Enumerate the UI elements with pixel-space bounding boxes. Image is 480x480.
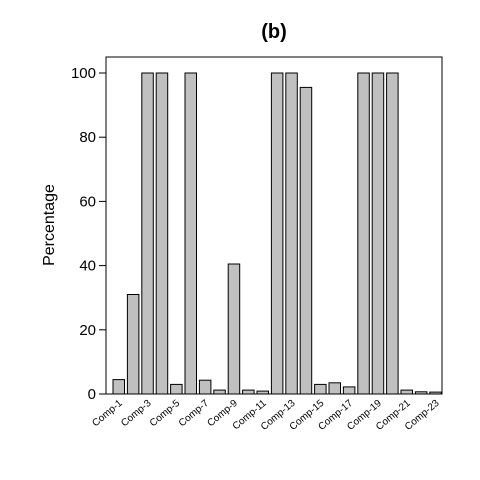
chart-title: (b) bbox=[261, 21, 287, 43]
plot-frame bbox=[105, 56, 443, 395]
y-tick-label: 20 bbox=[79, 322, 96, 339]
y-tick-label: 0 bbox=[88, 386, 96, 403]
x-axis-ticks: Comp-1Comp-3Comp-5Comp-7Comp-9Comp-11Com… bbox=[90, 398, 441, 433]
bar-comp-21 bbox=[400, 389, 413, 395]
bar-comp-6 bbox=[184, 72, 197, 395]
y-tick-label: 60 bbox=[79, 193, 96, 210]
bar-comp-7 bbox=[198, 379, 212, 395]
bar-comp-4 bbox=[155, 72, 169, 395]
y-tick-label: 80 bbox=[79, 129, 96, 146]
y-axis-label: Percentage bbox=[41, 184, 58, 266]
bar-comp-5 bbox=[170, 383, 183, 395]
x-tick-label: Comp-3 bbox=[119, 398, 154, 430]
bar-comp-14 bbox=[299, 86, 313, 395]
bar-comp-16 bbox=[328, 382, 341, 395]
y-tick-label: 40 bbox=[79, 258, 96, 275]
y-axis: 0 20 40 60 80 100 bbox=[71, 65, 106, 403]
x-tick-label: Comp-5 bbox=[148, 398, 183, 430]
bar-comp-13 bbox=[285, 72, 298, 395]
x-tick-label: Comp-7 bbox=[177, 398, 212, 430]
bar-comp-18 bbox=[357, 72, 370, 395]
bar-comp-20 bbox=[386, 72, 399, 395]
y-tick-label: 100 bbox=[71, 65, 96, 82]
bars bbox=[112, 72, 442, 395]
bar-comp-12 bbox=[270, 72, 284, 395]
bar-comp-2 bbox=[126, 294, 140, 395]
bar-comp-10 bbox=[242, 389, 255, 395]
bar-comp-19 bbox=[371, 72, 385, 395]
bar-comp-1 bbox=[112, 379, 125, 395]
bar-comp-9 bbox=[227, 263, 241, 395]
bar-comp-15 bbox=[314, 383, 327, 395]
bar-comp-8 bbox=[213, 389, 226, 395]
bar-comp-17 bbox=[342, 386, 356, 395]
bar-comp-3 bbox=[141, 72, 154, 395]
